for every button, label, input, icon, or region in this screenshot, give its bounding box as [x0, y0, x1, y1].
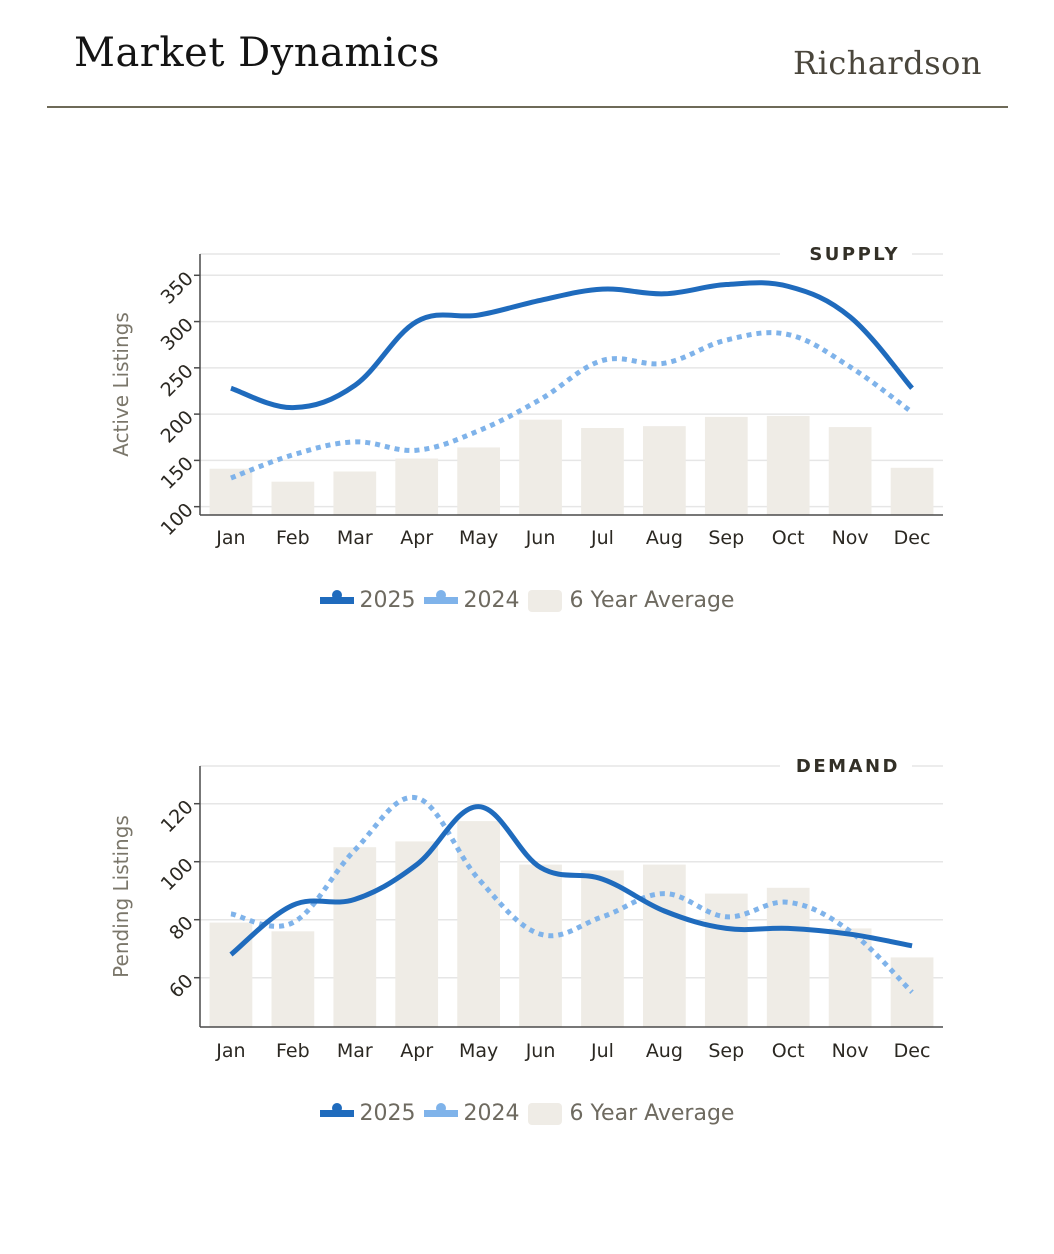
legend-line-swatch-icon: [319, 590, 354, 604]
average-bar: [766, 415, 810, 515]
average-bar: [581, 870, 624, 1027]
legend-label: 2024: [463, 1101, 520, 1126]
legend-line-swatch-icon: [423, 1103, 458, 1117]
x-tick-label: Jan: [215, 527, 245, 549]
x-tick-label: Apr: [400, 1040, 433, 1062]
series-2024-line: [230, 330, 914, 481]
average-bar: [395, 458, 439, 515]
x-tick-label: May: [459, 1040, 498, 1062]
legend-bar-swatch-icon: [527, 589, 562, 612]
legend-label: 6 Year Average: [569, 1101, 735, 1126]
y-axis-title: Pending Listings: [109, 815, 133, 978]
average-bar: [704, 893, 748, 1027]
series-2024-line: [230, 794, 914, 994]
legend-label: 2025: [359, 1101, 416, 1126]
x-tick-label: Nov: [832, 527, 869, 549]
legend-label: 6 Year Average: [569, 588, 735, 613]
legend-label: 2025: [359, 588, 416, 613]
x-tick-label: Jun: [525, 1040, 556, 1062]
legend-label: 2024: [463, 588, 520, 613]
average-bar: [271, 481, 315, 515]
legend-bar-swatch-icon: [527, 1102, 562, 1125]
average-bar: [890, 467, 934, 515]
demand-chart: 60 80 100 120 Jan Feb Mar Apr May Jun Jul Aug Sep Oct…: [109, 756, 943, 1062]
x-tick-label: May: [459, 527, 498, 549]
y-tick-label: 100: [157, 854, 198, 895]
x-tick-label: Dec: [894, 1040, 931, 1062]
city-name: Richardson: [792, 44, 982, 82]
average-bar: [457, 821, 500, 1027]
y-tick-label: 60: [165, 970, 198, 1003]
legend-item: 6 Year Average: [527, 588, 735, 613]
x-tick-label: Oct: [772, 1040, 805, 1062]
x-tick-label: Feb: [276, 527, 310, 549]
x-tick-label: Feb: [276, 1040, 310, 1062]
average-bar: [457, 447, 500, 515]
x-tick-label: Aug: [646, 527, 683, 549]
x-tick-label: Jun: [525, 527, 556, 549]
x-tick-label: Sep: [708, 527, 744, 549]
x-tick-label: Aug: [646, 1040, 683, 1062]
page-title: Market Dynamics: [74, 30, 441, 76]
x-tick-label: Nov: [832, 1040, 869, 1062]
average-bar: [581, 428, 624, 515]
average-bar: [519, 419, 562, 515]
average-bar: [766, 887, 810, 1027]
legend-line-swatch-icon: [423, 590, 458, 604]
section-label: DEMAND: [796, 756, 900, 777]
average-bar: [704, 416, 748, 515]
y-axis-title: Active Listings: [109, 312, 133, 457]
series-2025-line: [230, 280, 914, 411]
average-bar: [333, 847, 377, 1027]
average-bar: [271, 931, 315, 1027]
average-bar: [643, 864, 686, 1027]
x-tick-label: Mar: [337, 1040, 373, 1062]
legend-item: 2024: [423, 588, 520, 613]
section-label: SUPPLY: [809, 244, 900, 265]
x-tick-label: Dec: [894, 527, 931, 549]
legend-item: 6 Year Average: [527, 1101, 735, 1126]
legend-item: 2025: [319, 588, 416, 613]
legend-item: 2025: [319, 1101, 416, 1126]
average-bar: [333, 471, 377, 515]
legend-line-swatch-icon: [319, 1103, 354, 1117]
x-tick-label: Apr: [400, 527, 433, 549]
average-bar: [643, 426, 686, 515]
series-2025-line: [229, 804, 913, 957]
x-tick-label: Oct: [772, 527, 805, 549]
y-tick-label: 80: [165, 912, 198, 945]
supply-legend: 2025 2024 6 Year Average: [0, 588, 1054, 613]
legend-item: 2024: [423, 1101, 520, 1126]
demand-legend: 2025 2024 6 Year Average: [0, 1101, 1054, 1126]
x-tick-label: Jul: [590, 527, 614, 549]
x-tick-label: Mar: [337, 527, 373, 549]
x-tick-label: Jan: [215, 1040, 245, 1062]
average-bar: [519, 864, 562, 1027]
header-divider: [47, 106, 1008, 108]
x-tick-label: Jul: [590, 1040, 614, 1062]
y-tick-label: 120: [157, 796, 198, 837]
average-bar: [395, 841, 439, 1027]
x-tick-label: Sep: [708, 1040, 744, 1062]
average-bar: [828, 427, 872, 515]
